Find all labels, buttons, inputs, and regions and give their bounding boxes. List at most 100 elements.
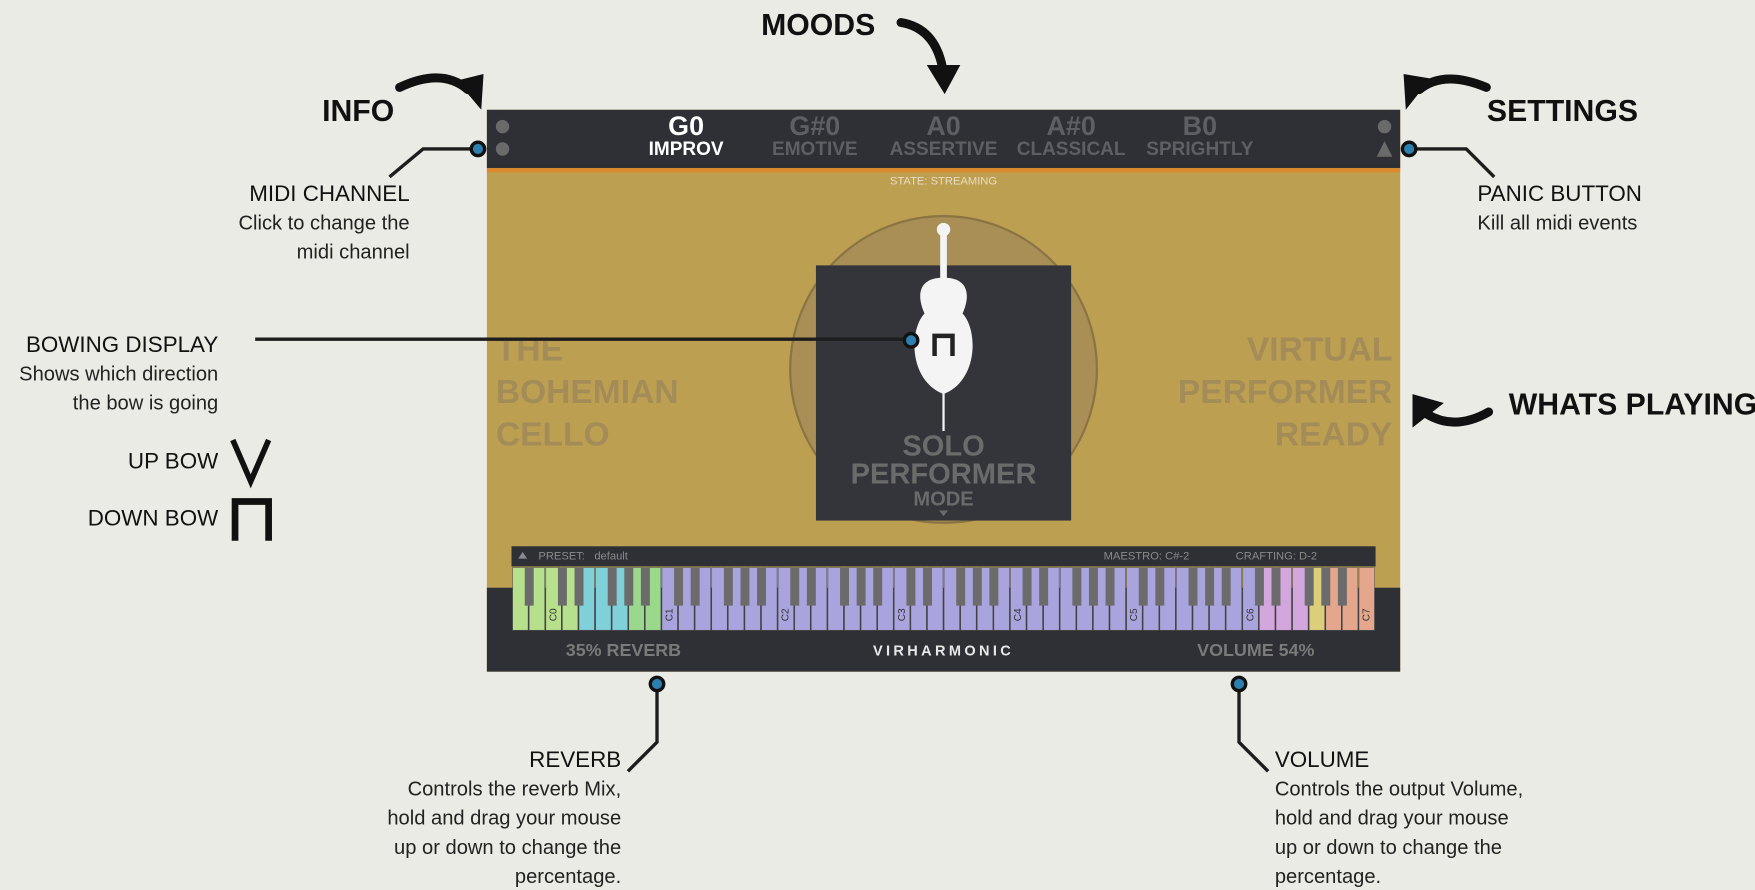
black-key[interactable] xyxy=(641,568,650,606)
annotation-title: INFO xyxy=(322,95,394,128)
black-key[interactable] xyxy=(740,568,749,606)
mood-note[interactable]: G#0 xyxy=(789,111,840,141)
mood-name[interactable]: CLASSICAL xyxy=(1017,139,1126,160)
octave-label: C6 xyxy=(1245,608,1256,621)
black-key[interactable] xyxy=(1305,568,1314,606)
mood-name[interactable]: IMPROV xyxy=(649,139,724,160)
black-key[interactable] xyxy=(1321,568,1330,606)
octave-label: C5 xyxy=(1129,608,1140,621)
annotation-text: up or down to change the xyxy=(394,837,621,859)
midi-channel-button[interactable] xyxy=(496,142,509,155)
maestro: MAESTRO: C#-2 xyxy=(1104,550,1190,562)
black-key[interactable] xyxy=(1089,568,1098,606)
callout-dot xyxy=(1402,142,1415,155)
status-line: VIRTUAL xyxy=(1247,331,1392,368)
annotation-text: Controls the output Volume, xyxy=(1275,779,1523,801)
black-key[interactable] xyxy=(989,568,998,606)
annotation-text: Shows which direction xyxy=(19,363,218,385)
crafting: CRAFTING: D-2 xyxy=(1236,550,1317,562)
title-line: THE xyxy=(496,331,563,368)
black-key[interactable] xyxy=(1222,568,1231,606)
black-key[interactable] xyxy=(1039,568,1048,606)
black-key[interactable] xyxy=(575,568,584,606)
black-key[interactable] xyxy=(558,568,567,606)
annotation-title: SETTINGS xyxy=(1487,95,1638,128)
info-button[interactable] xyxy=(496,120,509,133)
callout-line xyxy=(628,684,657,771)
page: Bohemian Cello UI Guide {"annotations":{… xyxy=(0,0,1755,890)
black-key[interactable] xyxy=(608,568,617,606)
annotation-title: UP BOW xyxy=(128,448,219,473)
black-key[interactable] xyxy=(807,568,816,606)
black-key[interactable] xyxy=(1072,568,1081,606)
black-key[interactable] xyxy=(840,568,849,606)
settings-button[interactable] xyxy=(1378,120,1391,133)
black-key[interactable] xyxy=(923,568,932,606)
callout-line xyxy=(390,149,482,177)
annotation-text: Click to change the xyxy=(238,212,409,234)
callout-dot xyxy=(650,677,663,690)
mood-note[interactable]: A#0 xyxy=(1046,111,1095,141)
mode-line: MODE xyxy=(913,489,973,511)
top-accent xyxy=(487,168,1400,172)
annotation-title: VOLUME xyxy=(1275,747,1370,772)
mood-name[interactable]: EMOTIVE xyxy=(772,139,858,160)
black-key[interactable] xyxy=(1205,568,1214,606)
callout-line xyxy=(1239,684,1268,771)
reverb-knob[interactable]: 35% REVERB xyxy=(566,640,681,660)
octave-label: C7 xyxy=(1361,608,1372,621)
annotation-text: up or down to change the xyxy=(1275,837,1502,859)
black-key[interactable] xyxy=(1023,568,1032,606)
octave-label: C2 xyxy=(781,608,792,621)
mood-name[interactable]: ASSERTIVE xyxy=(890,139,998,160)
settings-arrow xyxy=(1419,79,1486,90)
callout-dot xyxy=(904,334,917,347)
mood-note[interactable]: B0 xyxy=(1183,111,1217,141)
octave-label: C0 xyxy=(548,608,559,621)
volume-knob[interactable]: VOLUME 54% xyxy=(1197,640,1314,660)
black-key[interactable] xyxy=(624,568,633,606)
black-key[interactable] xyxy=(857,568,866,606)
black-key[interactable] xyxy=(1155,568,1164,606)
black-key[interactable] xyxy=(525,568,534,606)
settings-arrow-head xyxy=(1404,74,1431,110)
whats-playing-arrow xyxy=(1427,412,1489,422)
info-arrow xyxy=(400,78,468,90)
black-key[interactable] xyxy=(973,568,982,606)
black-key[interactable] xyxy=(1255,568,1264,606)
black-key[interactable] xyxy=(790,568,799,606)
black-key[interactable] xyxy=(906,568,915,606)
status-line: READY xyxy=(1275,416,1393,453)
up-bow-symbol xyxy=(233,440,269,481)
annotation-text: Kill all midi events xyxy=(1477,212,1637,234)
black-key[interactable] xyxy=(873,568,882,606)
black-key[interactable] xyxy=(724,568,733,606)
octave-label: C1 xyxy=(664,608,675,621)
octave-label: C4 xyxy=(1013,608,1024,621)
annotation-text: midi channel xyxy=(297,241,410,263)
ui-guide: G0IMPROV G#0EMOTIVE A0ASSERTIVE A#0CLASSICA… xyxy=(0,0,1755,890)
black-key[interactable] xyxy=(691,568,700,606)
black-key[interactable] xyxy=(1189,568,1198,606)
down-bow-symbol xyxy=(235,502,269,541)
black-key[interactable] xyxy=(1139,568,1148,606)
annotation-title: WHATS PLAYING xyxy=(1509,388,1755,421)
callout-dot xyxy=(471,142,484,155)
preset-value[interactable]: default xyxy=(594,550,628,562)
black-key[interactable] xyxy=(1272,568,1281,606)
mood-note[interactable]: G0 xyxy=(668,111,704,141)
black-key[interactable] xyxy=(1106,568,1115,606)
black-key[interactable] xyxy=(757,568,766,606)
black-key[interactable] xyxy=(674,568,683,606)
preset-label: PRESET: xyxy=(538,550,585,562)
moods-arrow xyxy=(901,22,942,67)
black-key[interactable] xyxy=(956,568,965,606)
mood-note[interactable]: A0 xyxy=(926,111,960,141)
status-line: PERFORMER xyxy=(1178,374,1392,411)
black-key[interactable] xyxy=(1338,568,1347,606)
mood-name[interactable]: SPRIGHTLY xyxy=(1146,139,1253,160)
annotation-title: PANIC BUTTON xyxy=(1477,181,1642,206)
annotation-title: MOODS xyxy=(761,9,875,42)
annotation-text: percentage. xyxy=(1275,866,1381,888)
title-line: BOHEMIAN xyxy=(496,374,679,411)
